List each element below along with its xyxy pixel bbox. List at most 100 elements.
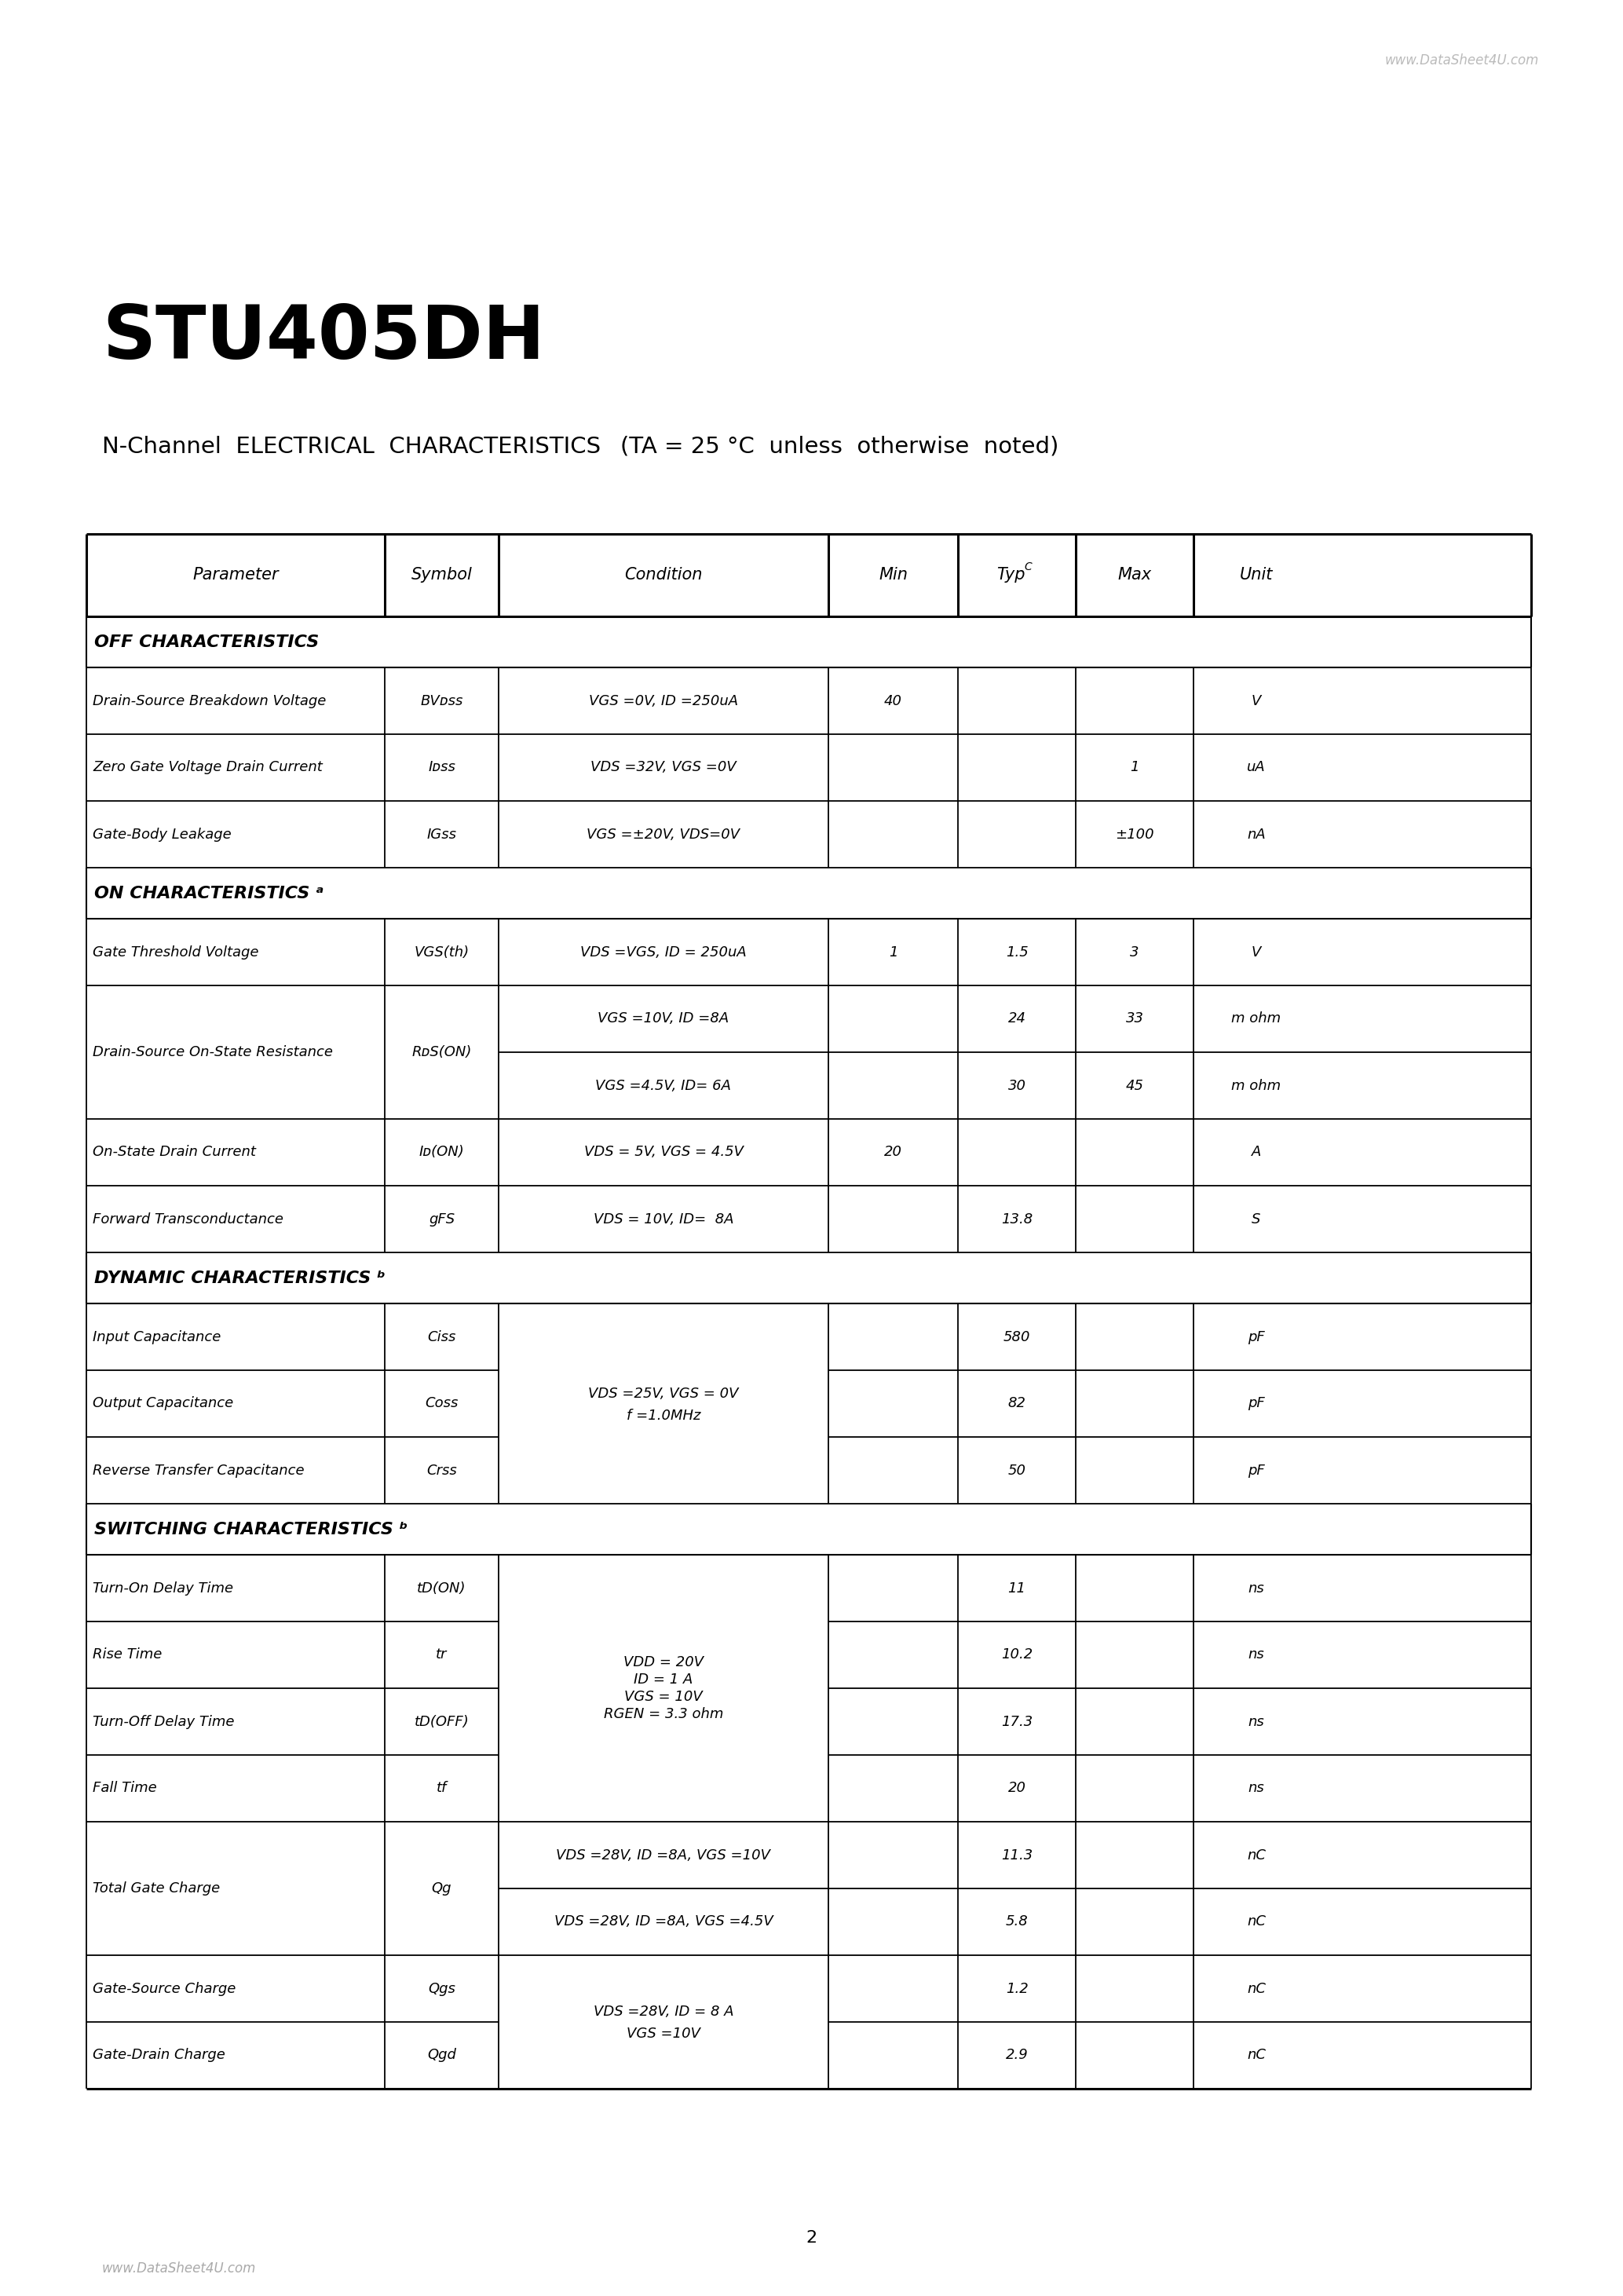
Text: Min: Min [878,567,907,583]
Text: VDS = 10V, ID=  8A: VDS = 10V, ID= 8A [594,1212,734,1226]
Text: RGEN = 3.3 ohm: RGEN = 3.3 ohm [604,1708,724,1722]
Text: pF: pF [1248,1396,1264,1410]
Text: tr: tr [437,1649,448,1662]
Text: Gate-Body Leakage: Gate-Body Leakage [93,827,232,840]
Text: 20: 20 [1008,1782,1026,1795]
Text: Turn-Off Delay Time: Turn-Off Delay Time [93,1715,234,1729]
Text: VGS =±20V, VDS=0V: VGS =±20V, VDS=0V [588,827,740,840]
Text: N-Channel  ELECTRICAL  CHARACTERISTICS: N-Channel ELECTRICAL CHARACTERISTICS [102,436,601,457]
Text: Rise Time: Rise Time [93,1649,162,1662]
Text: Ciss: Ciss [427,1329,456,1343]
Text: 40: 40 [885,693,902,707]
Text: VDD = 20V: VDD = 20V [623,1655,704,1669]
Text: 1.2: 1.2 [1006,1981,1027,1995]
Text: V: V [1251,946,1261,960]
Text: C: C [1024,563,1032,572]
Text: gFS: gFS [428,1212,454,1226]
Text: VDS =28V, ID =8A, VGS =4.5V: VDS =28V, ID =8A, VGS =4.5V [553,1915,773,1929]
Text: 11.3: 11.3 [1001,1848,1032,1862]
Text: A: A [1251,1146,1261,1159]
Text: nC: nC [1246,1981,1266,1995]
Text: ON CHARACTERISTICS ᵃ: ON CHARACTERISTICS ᵃ [94,886,323,900]
Text: S: S [1251,1212,1261,1226]
Text: VGS =4.5V, ID= 6A: VGS =4.5V, ID= 6A [596,1079,732,1093]
Text: VDS =32V, VGS =0V: VDS =32V, VGS =0V [591,760,737,774]
Text: pF: pF [1248,1329,1264,1343]
Text: VGS =10V: VGS =10V [626,2027,701,2041]
Text: nC: nC [1246,1848,1266,1862]
Text: tD(OFF): tD(OFF) [414,1715,469,1729]
Text: tD(ON): tD(ON) [417,1582,466,1596]
Text: ns: ns [1248,1649,1264,1662]
Text: Iᴅss: Iᴅss [428,760,456,774]
Text: nC: nC [1246,1915,1266,1929]
Text: uA: uA [1246,760,1266,774]
Text: 1.5: 1.5 [1006,946,1027,960]
Text: 17.3: 17.3 [1001,1715,1032,1729]
Text: Crss: Crss [427,1463,458,1476]
Text: Gate-Source Charge: Gate-Source Charge [93,1981,235,1995]
Text: 3: 3 [1130,946,1139,960]
Text: Max: Max [1118,567,1152,583]
Text: VGS =10V, ID =8A: VGS =10V, ID =8A [597,1013,729,1026]
Text: Drain-Source On-State Resistance: Drain-Source On-State Resistance [93,1045,333,1058]
Text: BVᴅss: BVᴅss [420,693,463,707]
Text: 5.8: 5.8 [1006,1915,1027,1929]
Text: 1: 1 [889,946,898,960]
Text: OFF CHARACTERISTICS: OFF CHARACTERISTICS [94,634,320,650]
Text: Qg: Qg [432,1880,451,1896]
Text: (TA = 25 °C  unless  otherwise  noted): (TA = 25 °C unless otherwise noted) [620,436,1058,457]
Text: Fall Time: Fall Time [93,1782,157,1795]
Text: Gate Threshold Voltage: Gate Threshold Voltage [93,946,258,960]
Text: tf: tf [437,1782,446,1795]
Text: V: V [1251,693,1261,707]
Text: 82: 82 [1008,1396,1026,1410]
Text: 13.8: 13.8 [1001,1212,1032,1226]
Text: 2: 2 [805,2229,816,2245]
Text: Drain-Source Breakdown Voltage: Drain-Source Breakdown Voltage [93,693,326,707]
Text: 10.2: 10.2 [1001,1649,1032,1662]
Text: www.DataSheet4U.com: www.DataSheet4U.com [102,2262,256,2275]
Text: ±100: ±100 [1115,827,1154,840]
Text: ns: ns [1248,1582,1264,1596]
Text: Unit: Unit [1240,567,1272,583]
Text: nC: nC [1246,2048,1266,2062]
Text: ns: ns [1248,1715,1264,1729]
Text: STU405DH: STU405DH [102,303,545,374]
Text: VDS =25V, VGS = 0V: VDS =25V, VGS = 0V [588,1387,738,1401]
Text: 24: 24 [1008,1013,1026,1026]
Text: 50: 50 [1008,1463,1026,1476]
Text: On-State Drain Current: On-State Drain Current [93,1146,256,1159]
Text: Zero Gate Voltage Drain Current: Zero Gate Voltage Drain Current [93,760,323,774]
Text: VGS =0V, ID =250uA: VGS =0V, ID =250uA [589,693,738,707]
Text: 11: 11 [1008,1582,1026,1596]
Text: Output Capacitance: Output Capacitance [93,1396,234,1410]
Text: 30: 30 [1008,1079,1026,1093]
Text: ns: ns [1248,1782,1264,1795]
Text: m ohm: m ohm [1232,1079,1281,1093]
Text: 33: 33 [1126,1013,1144,1026]
Text: Coss: Coss [425,1396,458,1410]
Text: IGss: IGss [427,827,456,840]
Text: Iᴅ(ON): Iᴅ(ON) [419,1146,464,1159]
Text: 580: 580 [1003,1329,1031,1343]
Text: DYNAMIC CHARACTERISTICS ᵇ: DYNAMIC CHARACTERISTICS ᵇ [94,1270,385,1286]
Text: 1: 1 [1130,760,1139,774]
Text: VGS(th): VGS(th) [414,946,469,960]
Text: pF: pF [1248,1463,1264,1476]
Text: Gate-Drain Charge: Gate-Drain Charge [93,2048,226,2062]
Text: Symbol: Symbol [411,567,472,583]
Text: Typ: Typ [997,567,1024,583]
Text: f =1.0MHz: f =1.0MHz [626,1407,701,1424]
Text: SWITCHING CHARACTERISTICS ᵇ: SWITCHING CHARACTERISTICS ᵇ [94,1522,407,1536]
Text: VDS = 5V, VGS = 4.5V: VDS = 5V, VGS = 4.5V [584,1146,743,1159]
Text: Turn-On Delay Time: Turn-On Delay Time [93,1582,234,1596]
Text: RᴅS(ON): RᴅS(ON) [412,1045,472,1058]
Text: www.DataSheet4U.com: www.DataSheet4U.com [1384,53,1539,67]
Text: 45: 45 [1126,1079,1144,1093]
Text: Reverse Transfer Capacitance: Reverse Transfer Capacitance [93,1463,305,1476]
Text: VDS =28V, ID =8A, VGS =10V: VDS =28V, ID =8A, VGS =10V [557,1848,771,1862]
Text: Forward Transconductance: Forward Transconductance [93,1212,284,1226]
Text: 20: 20 [885,1146,902,1159]
Text: ID = 1 A: ID = 1 A [635,1671,693,1688]
